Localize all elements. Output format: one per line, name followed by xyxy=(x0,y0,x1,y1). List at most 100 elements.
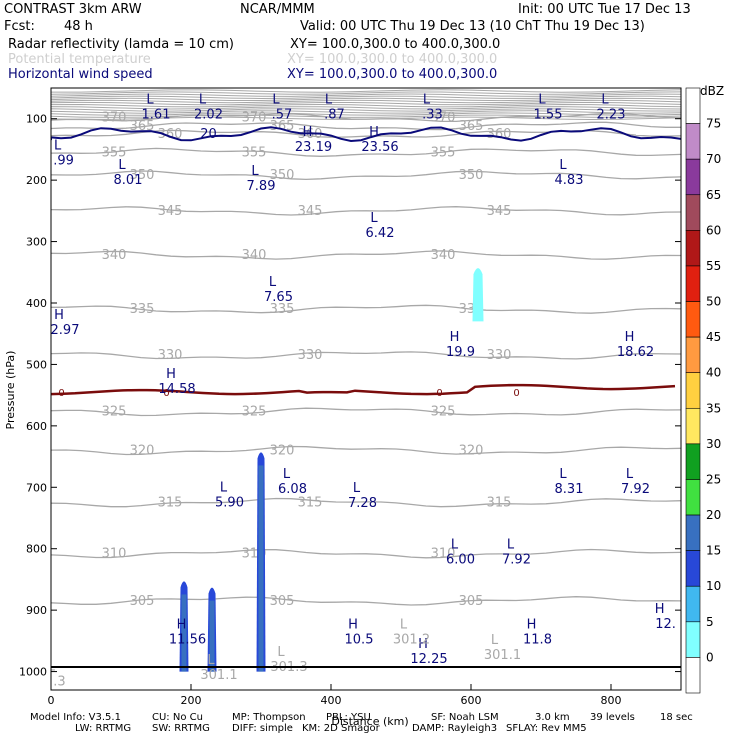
extremum-type: H xyxy=(303,125,313,140)
colorbar-tick-label: 0 xyxy=(706,650,714,664)
colorbar-swatch xyxy=(685,479,701,516)
extremum-value: 4.83 xyxy=(555,173,584,188)
extremum-value: 2.02 xyxy=(194,107,223,122)
extremum-type: L xyxy=(423,92,431,107)
theta-contour-label: 315 xyxy=(487,496,512,511)
top-theta-line xyxy=(51,89,681,93)
theta-extremum-type: L xyxy=(491,633,499,648)
y-tick-label: 800 xyxy=(26,543,47,556)
freezing-level-label: 0 xyxy=(163,388,169,399)
freezing-level-label: 0 xyxy=(58,388,64,399)
theta-contour-label: 340 xyxy=(431,248,456,263)
extremum-type: L xyxy=(272,92,280,107)
theta-contour-label: 350 xyxy=(130,168,155,183)
footer-pbl: PBL: YSU xyxy=(326,712,371,723)
wind-contour: 20 xyxy=(51,126,681,142)
extremum-value: 11.56 xyxy=(169,633,206,648)
footer-sflay: SFLAY: Rev MM5 xyxy=(506,723,587,734)
footer-sw: SW: RRTMG xyxy=(152,723,210,734)
extremum-value: 2.97 xyxy=(51,323,80,338)
extremum-value: 6.42 xyxy=(366,226,395,241)
footer-model-info: Model Info: V3.5.1 xyxy=(30,712,121,723)
extremum-type: H xyxy=(54,308,64,323)
colorbar-swatch xyxy=(685,372,701,409)
theta-contour-label: 340 xyxy=(102,248,127,263)
top-theta-line xyxy=(51,103,681,108)
extremum-type: H xyxy=(177,618,187,633)
theta-contour-label: 370 xyxy=(431,110,456,125)
extremum-value: .33 xyxy=(422,107,443,122)
x-tick-label: 400 xyxy=(321,694,342,707)
extremum-value: 8.01 xyxy=(114,173,143,188)
colorbar-tick-label: 5 xyxy=(706,615,714,629)
extremum-value: .87 xyxy=(324,107,345,122)
extremum-type: L xyxy=(601,92,609,107)
extremum-value: 7.92 xyxy=(621,482,650,497)
extremum-type: L xyxy=(54,138,62,153)
theta-contour-line xyxy=(51,351,681,360)
colorbar-tick-label: 70 xyxy=(706,152,721,166)
colorbar-tick-label: 45 xyxy=(706,330,721,344)
x-tick-label: 200 xyxy=(181,694,202,707)
theta-contour-label: 325 xyxy=(242,405,267,420)
theta-contour-label: 335 xyxy=(270,302,295,317)
extremum-type: H xyxy=(655,602,665,617)
plot-area xyxy=(51,88,681,690)
reflectivity-cells xyxy=(179,268,484,672)
colorbar-tick-label: 15 xyxy=(706,544,721,558)
plot-frame xyxy=(50,87,682,691)
footer-dt: 18 sec xyxy=(660,712,693,723)
theta-contour-label: 370 xyxy=(102,110,127,125)
x-tick-label: 600 xyxy=(461,694,482,707)
field3-xy: XY= 100.0,300.0 to 400.0,300.0 xyxy=(287,67,498,82)
extremum-type: L xyxy=(559,467,567,482)
footer-cu: CU: No Cu xyxy=(152,712,203,723)
theta-contour-label: 340 xyxy=(242,248,267,263)
theta-contour-label: 355 xyxy=(242,146,267,161)
field1-xy: XY= 100.0,300.0 to 400.0,300.0 xyxy=(290,37,501,52)
extremum-value: 2.23 xyxy=(597,107,626,122)
colorbar-tick-label: 30 xyxy=(706,437,721,451)
theta-contour-label: 360 xyxy=(298,127,323,142)
top-theta-line xyxy=(51,112,681,116)
colorbar-swatch xyxy=(685,443,701,480)
colorbar-tick-label: 65 xyxy=(706,188,721,202)
extremum-value: .99 xyxy=(53,153,74,168)
extremum-type: L xyxy=(559,158,567,173)
theta-contour-line xyxy=(51,497,681,508)
colorbar-tick-label: 40 xyxy=(706,366,721,380)
theta-contour-label: 330 xyxy=(487,348,512,363)
theta-contour-label: 345 xyxy=(298,204,323,219)
theta-extremum-type: L xyxy=(400,618,408,633)
colorbar-swatch xyxy=(685,301,701,338)
extremum-type: H xyxy=(369,125,379,140)
reflectivity-cell xyxy=(472,268,484,322)
extremum-type: L xyxy=(325,92,333,107)
extremum-type: L xyxy=(353,481,361,496)
extremum-type: L xyxy=(626,467,634,482)
theta-contour-line xyxy=(51,407,681,417)
colorbar-swatch xyxy=(685,621,701,658)
colorbar-swatch xyxy=(685,194,701,231)
theta-contour-label: 315 xyxy=(298,496,323,511)
colorbar-swatch xyxy=(685,123,701,160)
x-axis: 0 200 400 600 800 xyxy=(48,684,622,707)
theta-contour-label: 360 xyxy=(487,127,512,142)
theta-contour-line xyxy=(51,206,681,216)
extremum-type: L xyxy=(146,92,154,107)
freezing-level-label: 0 xyxy=(513,388,519,399)
extremum-value: 7.92 xyxy=(502,553,531,568)
theta-extremum-value: 301.1 xyxy=(484,648,521,663)
theta-extremum-value: 301.2 xyxy=(393,633,430,648)
extremum-value: 7.65 xyxy=(264,290,293,305)
theta-contour-line xyxy=(51,596,681,606)
colorbar-tick-label: 75 xyxy=(706,117,721,131)
y-tick-label: 500 xyxy=(26,358,47,371)
theta-contour-label: 350 xyxy=(459,168,484,183)
theta-contour-line xyxy=(51,250,681,260)
extremum-type: L xyxy=(507,538,515,553)
